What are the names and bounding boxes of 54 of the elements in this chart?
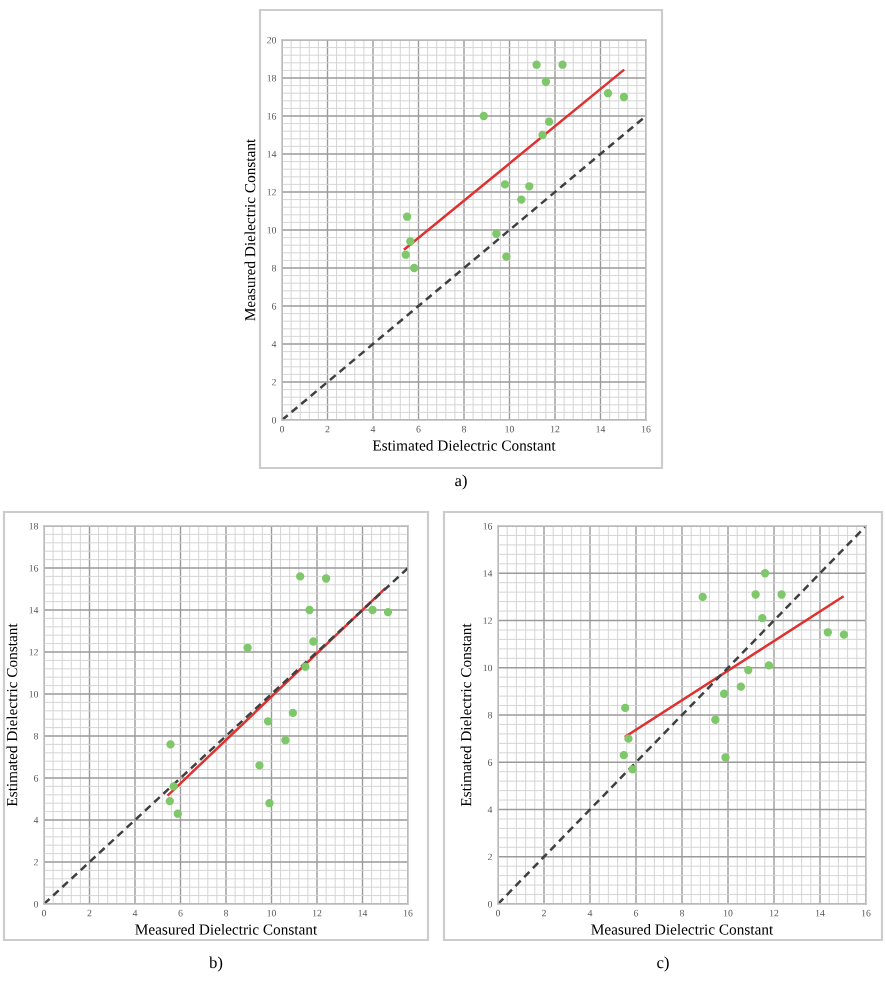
point	[758, 613, 767, 623]
point	[479, 111, 488, 121]
point	[265, 799, 274, 808]
point	[760, 569, 770, 578]
point	[624, 734, 633, 743]
point	[165, 796, 174, 806]
point	[538, 130, 547, 140]
text: a)	[455, 474, 467, 490]
point	[628, 765, 637, 774]
point	[764, 661, 774, 670]
point	[621, 703, 630, 713]
point	[777, 590, 786, 599]
point	[169, 782, 178, 791]
point	[603, 89, 613, 98]
point	[243, 643, 252, 652]
point	[736, 682, 746, 691]
text: c)	[657, 956, 669, 972]
point	[383, 607, 393, 617]
point	[721, 753, 730, 762]
point	[166, 740, 175, 749]
point	[255, 761, 264, 770]
point	[719, 689, 729, 698]
point	[541, 77, 551, 86]
point	[839, 630, 849, 639]
point	[532, 60, 541, 69]
point	[619, 750, 628, 760]
point	[751, 590, 760, 599]
point	[492, 229, 501, 238]
point	[281, 736, 290, 745]
point	[558, 60, 567, 69]
point	[744, 665, 753, 675]
point	[619, 92, 629, 102]
point	[823, 628, 832, 637]
point	[301, 662, 310, 671]
point	[402, 212, 412, 221]
point	[698, 592, 707, 602]
point	[309, 637, 318, 646]
point	[517, 195, 526, 204]
point	[296, 572, 305, 581]
point	[500, 180, 510, 189]
point	[406, 237, 415, 246]
point	[711, 715, 720, 724]
point	[288, 708, 298, 718]
text: b)	[209, 956, 223, 972]
point	[321, 574, 331, 583]
point	[173, 809, 182, 818]
point	[544, 117, 554, 126]
point	[502, 252, 511, 261]
point	[263, 717, 273, 726]
point	[525, 182, 534, 191]
point	[368, 605, 377, 615]
point	[410, 263, 419, 273]
point	[305, 605, 314, 615]
point	[401, 250, 410, 259]
